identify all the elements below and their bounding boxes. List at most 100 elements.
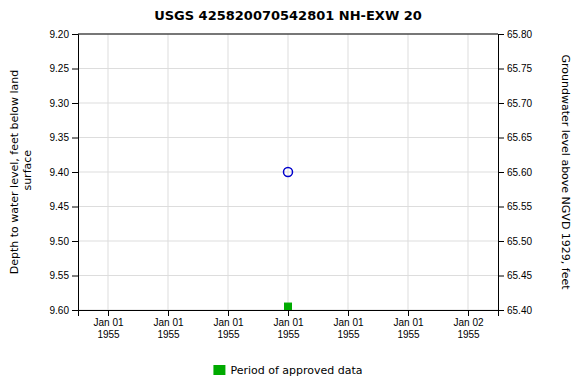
x-tick: Jan 011955 bbox=[333, 310, 363, 340]
tick-mark bbox=[348, 310, 349, 316]
y-tick-label: 9.50 bbox=[50, 236, 70, 247]
frame bbox=[78, 34, 498, 35]
tick-mark bbox=[498, 310, 504, 311]
y-tick-label: 9.20 bbox=[50, 29, 70, 40]
y-tick-label: 9.25 bbox=[50, 63, 70, 74]
y-tick-label: 9.55 bbox=[50, 270, 70, 281]
x-tick: Jan 011955 bbox=[93, 310, 123, 340]
y-tick-label: 9.40 bbox=[50, 167, 70, 178]
tick-mark bbox=[72, 138, 78, 139]
y-tick: 9.20 bbox=[50, 29, 78, 40]
axis-line bbox=[79, 311, 499, 317]
x-tick-label: Jan 011955 bbox=[273, 317, 303, 340]
y-axis: 9.20 9.25 9.30 9.35 9.40 9.45 9.50 9.55 9.60 bbox=[50, 29, 79, 316]
marks bbox=[284, 168, 293, 311]
tick-mark bbox=[72, 241, 78, 242]
y2-tick: 65.70 bbox=[498, 98, 532, 109]
y2-tick-label: 65.75 bbox=[507, 63, 532, 74]
y-tick: 9.60 bbox=[50, 305, 78, 316]
x-tick-label: Jan 021955 bbox=[453, 317, 483, 340]
grid-line bbox=[78, 34, 498, 35]
x-tick-label: Jan 011955 bbox=[333, 317, 363, 340]
grid-line bbox=[108, 34, 109, 310]
grid-line bbox=[228, 34, 229, 310]
tick-mark bbox=[72, 34, 78, 35]
x-tick: Jan 021955 bbox=[453, 310, 483, 340]
title: USGS 425820070542801 NH-EXW 20 bbox=[154, 8, 422, 23]
axis-line bbox=[72, 35, 79, 311]
tick-mark bbox=[108, 310, 109, 316]
tick-mark bbox=[498, 103, 504, 104]
y-tick: 9.45 bbox=[50, 201, 78, 212]
tick-mark bbox=[72, 310, 78, 311]
x-tick-label: Jan 011955 bbox=[93, 317, 123, 340]
y-tick-label: 9.30 bbox=[50, 98, 70, 109]
y-tick-label: 9.45 bbox=[50, 201, 70, 212]
y2-tick-label: 65.50 bbox=[507, 236, 532, 247]
legend: Period of approved data bbox=[213, 364, 362, 377]
y-axis-title: Depth to water level, feet below land su… bbox=[8, 70, 34, 275]
tick-mark bbox=[498, 34, 504, 35]
y2-tick-label: 65.65 bbox=[507, 132, 532, 143]
y2-tick: 65.45 bbox=[498, 270, 532, 281]
x-tick-label: Jan 011955 bbox=[213, 317, 243, 340]
legend-swatch bbox=[213, 365, 225, 375]
tick-mark bbox=[72, 103, 78, 104]
y2-axis-title: Groundwater level above NGVD 1929, feet bbox=[559, 54, 572, 290]
tick-mark bbox=[498, 276, 504, 277]
y2-tick: 65.40 bbox=[498, 305, 532, 316]
x-axis: Jan 011955 Jan 011955 Jan 011955 Jan 011955… bbox=[79, 310, 499, 340]
tick-mark bbox=[228, 310, 229, 316]
tick-mark bbox=[468, 310, 469, 316]
x-tick: Jan 011955 bbox=[213, 310, 243, 340]
y2-tick-label: 65.70 bbox=[507, 98, 532, 109]
grid-line bbox=[288, 34, 289, 310]
plot: Jan 011955 Jan 011955 Jan 011955 Jan 011955… bbox=[50, 29, 533, 340]
y2-tick: 65.60 bbox=[498, 167, 532, 178]
grid-line bbox=[408, 34, 409, 310]
y-tick: 9.55 bbox=[50, 270, 78, 281]
tick-mark bbox=[498, 207, 504, 208]
grid-line bbox=[168, 34, 169, 310]
y2-tick: 65.80 bbox=[498, 29, 532, 40]
y-tick: 9.25 bbox=[50, 63, 78, 74]
point bbox=[284, 168, 293, 177]
x-tick: Jan 011955 bbox=[153, 310, 183, 340]
tick-mark bbox=[72, 69, 78, 70]
chart: Jan 011955 Jan 011955 Jan 011955 Jan 011955… bbox=[0, 0, 576, 384]
x-tick: Jan 011955 bbox=[273, 310, 303, 340]
tick-mark bbox=[288, 310, 289, 316]
y-tick: 9.40 bbox=[50, 167, 78, 178]
y2-tick-label: 65.80 bbox=[507, 29, 532, 40]
legend-label: Period of approved data bbox=[230, 364, 362, 377]
tick-mark bbox=[498, 172, 504, 173]
y2-axis: 65.80 65.75 65.70 65.65 65.60 65.55 65.50 65.45… bbox=[498, 29, 532, 316]
y-tick-label: 9.60 bbox=[50, 305, 70, 316]
legend-item: Period of approved data bbox=[213, 364, 362, 377]
tick-mark bbox=[72, 207, 78, 208]
y-tick: 9.30 bbox=[50, 98, 78, 109]
axis-line bbox=[499, 35, 505, 311]
grid bbox=[78, 34, 498, 310]
point bbox=[285, 303, 292, 310]
y2-tick-label: 65.40 bbox=[507, 305, 532, 316]
y2-tick: 65.75 bbox=[498, 63, 532, 74]
grid-line bbox=[348, 34, 349, 310]
x-tick-label: Jan 011955 bbox=[153, 317, 183, 340]
y2-tick-label: 65.45 bbox=[507, 270, 532, 281]
y2-tick: 65.55 bbox=[498, 201, 532, 212]
y-tick-label: 9.35 bbox=[50, 132, 70, 143]
y-tick: 9.50 bbox=[50, 236, 78, 247]
y2-tick-label: 65.55 bbox=[507, 201, 532, 212]
tick-mark bbox=[498, 138, 504, 139]
tick-mark bbox=[408, 310, 409, 316]
x-tick-label: Jan 011955 bbox=[393, 317, 423, 340]
tick-mark bbox=[168, 310, 169, 316]
y2-tick-label: 65.60 bbox=[507, 167, 532, 178]
grid-line bbox=[468, 34, 469, 310]
y2-tick: 65.50 bbox=[498, 236, 532, 247]
y-tick: 9.35 bbox=[50, 132, 78, 143]
y2-tick: 65.65 bbox=[498, 132, 532, 143]
tick-mark bbox=[498, 241, 504, 242]
x-tick: Jan 011955 bbox=[393, 310, 423, 340]
